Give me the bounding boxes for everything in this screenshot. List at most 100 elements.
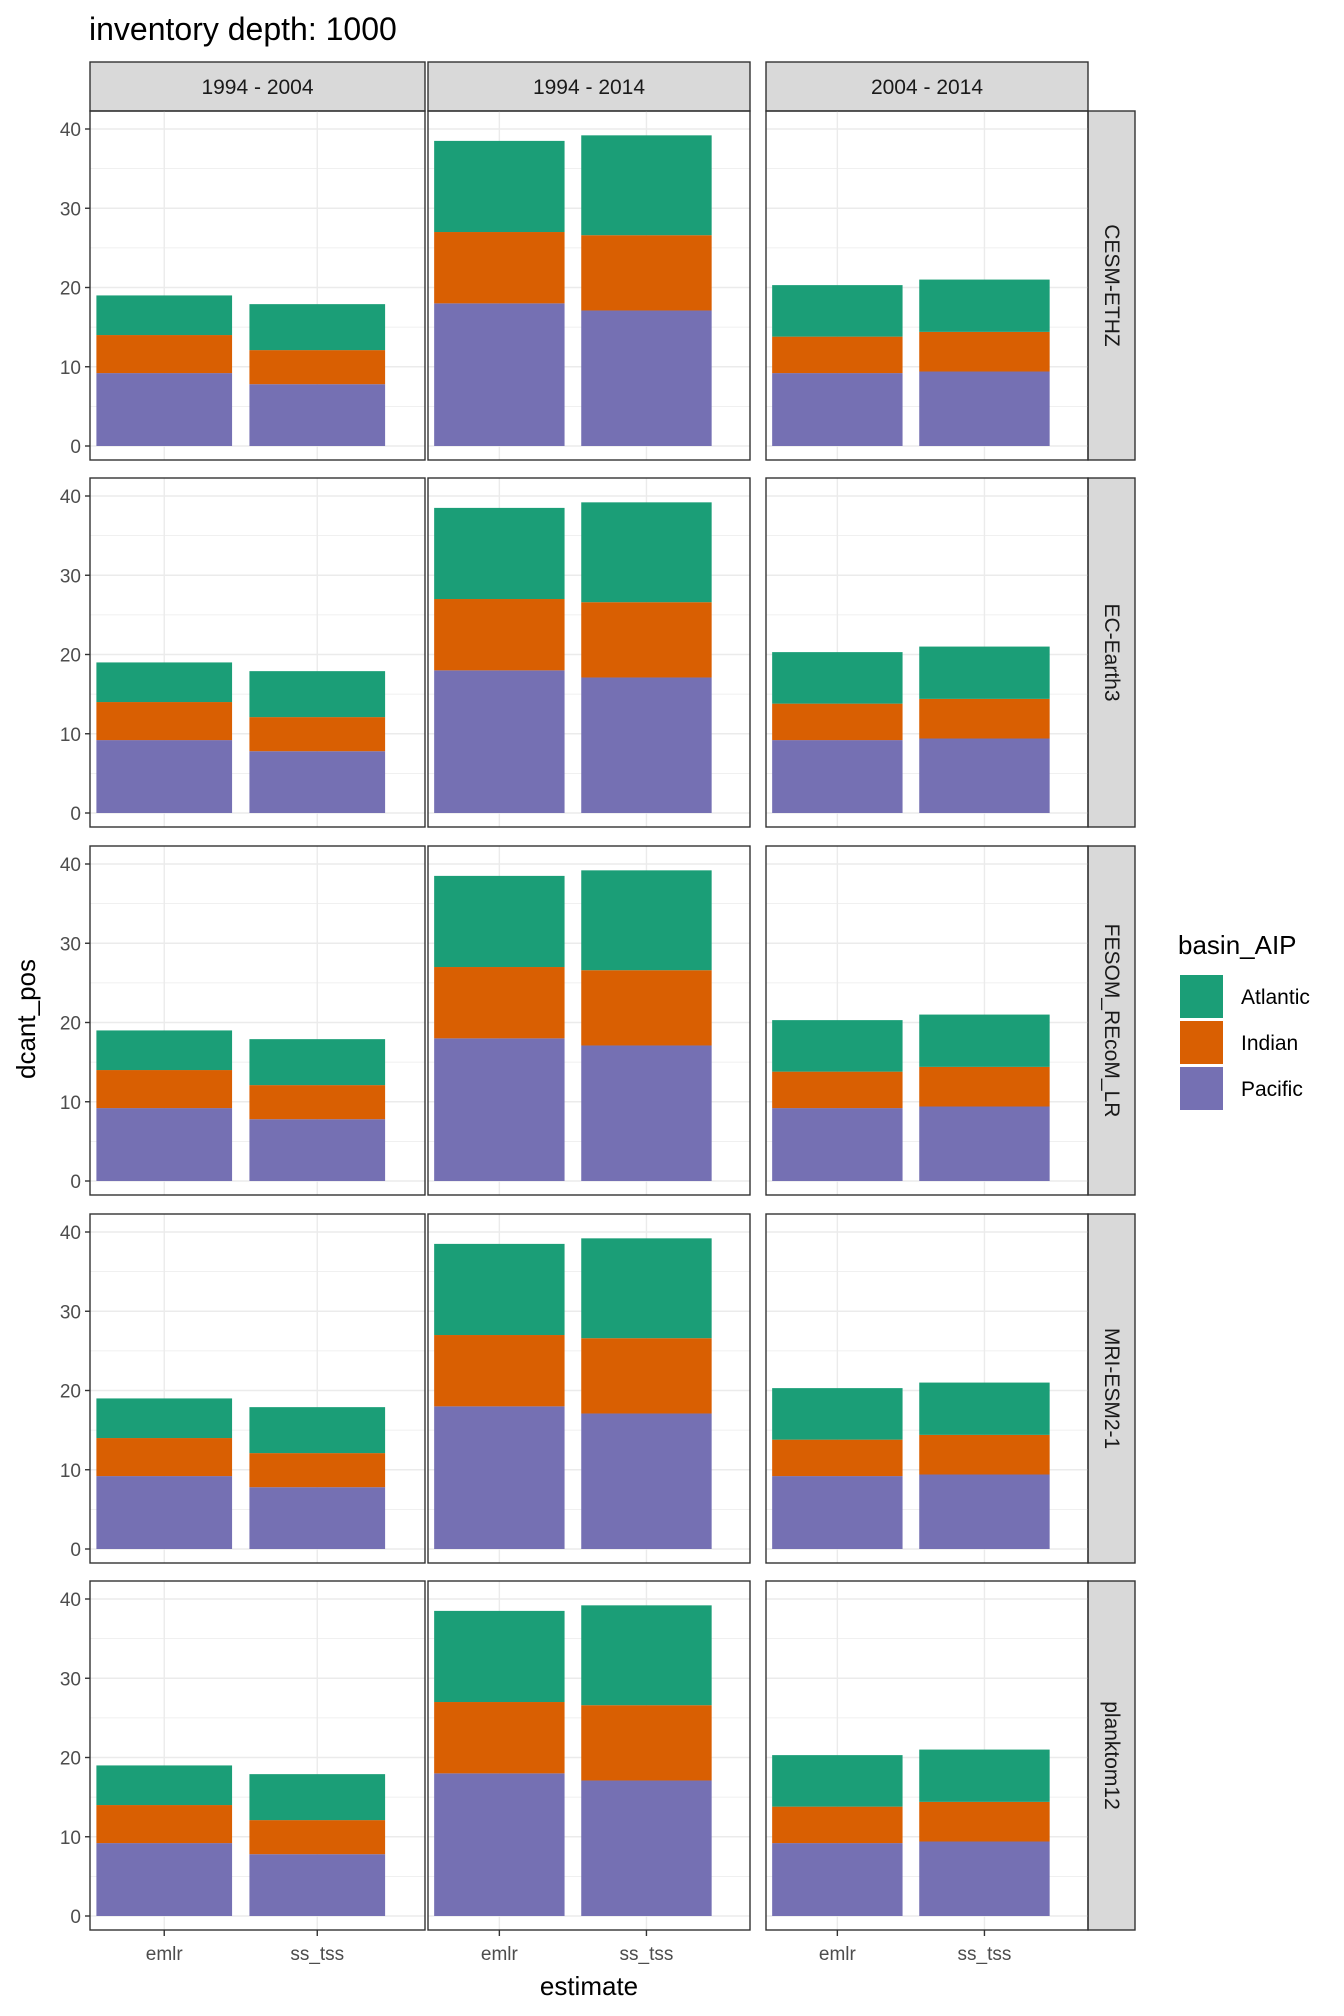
bar-segment-pacific-emlr	[96, 740, 233, 813]
bar-segment-atlantic-emlr	[772, 1388, 903, 1440]
bar-segment-pacific-emlr	[96, 1108, 233, 1181]
panel-fesom-recom-lr-2004-2014	[765, 845, 1089, 1196]
bar-segment-indian-ss-tss	[919, 1066, 1050, 1107]
y-tick-label: 0	[70, 1907, 81, 1928]
panel-border	[765, 477, 1089, 828]
panel-border	[765, 845, 1089, 1196]
bar-segment-pacific-emlr	[96, 1843, 233, 1916]
bar-segment-atlantic-ss-tss	[581, 1605, 712, 1706]
panel-border	[765, 1580, 1089, 1931]
panel-fesom-recom-lr-1994-2004	[89, 845, 426, 1196]
y-tick-label: 20	[60, 1749, 81, 1770]
panel-planktom12-1994-2004	[89, 1580, 426, 1931]
bar-segment-atlantic-ss-tss	[249, 304, 386, 351]
bar-segment-atlantic-emlr	[96, 295, 233, 336]
bar-segment-atlantic-ss-tss	[581, 1238, 712, 1339]
bar-segment-indian-ss-tss	[581, 235, 712, 311]
y-tick-label: 30	[60, 1669, 81, 1690]
bar-segment-atlantic-ss-tss	[919, 1014, 1050, 1067]
panel-ec-earth3-1994-2014	[427, 477, 751, 828]
bar-segment-atlantic-emlr	[96, 1765, 233, 1806]
bar-segment-pacific-ss-tss	[919, 1474, 1050, 1549]
bar-segment-atlantic-ss-tss	[249, 1407, 386, 1454]
y-tick-label: 40	[60, 120, 81, 141]
bar-segment-indian-emlr	[96, 1438, 233, 1477]
panel-border	[427, 1213, 751, 1564]
bar-segment-atlantic-emlr	[772, 285, 903, 337]
facet-strip-label-2004-2014: 2004 - 2014	[871, 76, 983, 99]
legend-title: basin_AIP	[1178, 930, 1297, 960]
bar-segment-atlantic-ss-tss	[919, 279, 1050, 332]
bar-segment-indian-ss-tss	[249, 717, 386, 752]
bar-segment-atlantic-emlr	[772, 1755, 903, 1807]
legend-key-pacific	[1180, 1067, 1223, 1110]
bar-segment-atlantic-ss-tss	[249, 1039, 386, 1086]
bar-segment-pacific-ss-tss	[919, 1106, 1050, 1181]
bar-segment-pacific-ss-tss	[581, 1413, 712, 1549]
bar-segment-atlantic-emlr	[434, 1610, 565, 1703]
bar-segment-indian-ss-tss	[919, 698, 1050, 739]
bar-segment-pacific-emlr	[434, 1406, 565, 1549]
bar-segment-indian-emlr	[96, 335, 233, 374]
bar-segment-indian-emlr	[434, 967, 565, 1039]
x-tick-label: ss_tss	[958, 1944, 1012, 1965]
bar-segment-pacific-ss-tss	[919, 1841, 1050, 1916]
bar-segment-atlantic-ss-tss	[919, 646, 1050, 699]
bar-segment-atlantic-ss-tss	[919, 1382, 1050, 1435]
panel-ec-earth3-1994-2004	[89, 477, 426, 828]
panel-ec-earth3-2004-2014	[765, 477, 1089, 828]
bar-segment-indian-ss-tss	[581, 1705, 712, 1781]
bar-segment-indian-emlr	[772, 1439, 903, 1477]
panel-cesm-ethz-2004-2014	[765, 110, 1089, 461]
bar-segment-atlantic-emlr	[96, 662, 233, 703]
facet-strip-planktom12	[1087, 1580, 1136, 1931]
bar-segment-pacific-emlr	[772, 1108, 903, 1181]
bar-segment-pacific-emlr	[772, 1843, 903, 1916]
panel-mri-esm2-1-2004-2014	[765, 1213, 1089, 1564]
bar-segment-indian-ss-tss	[581, 970, 712, 1046]
facet-panels: 1994 - 2004 1994 - 2014 2004 - 2014 CESM-ET…	[89, 61, 1136, 1931]
bar-segment-pacific-emlr	[772, 740, 903, 813]
facet-strip-label-1994-2014: 1994 - 2014	[533, 76, 645, 99]
legend-label-indian: Indian	[1241, 1032, 1298, 1055]
bar-segment-pacific-emlr	[434, 303, 565, 446]
y-tick-label: 10	[60, 1093, 81, 1114]
facet-strip-mri-esm2-1	[1087, 1213, 1136, 1564]
facet-strip-fesom-recom-lr	[1087, 845, 1136, 1196]
panel-border	[89, 845, 426, 1196]
bar-segment-pacific-ss-tss	[249, 1854, 386, 1916]
panel-border	[427, 477, 751, 828]
chart-title: inventory depth: 1000	[89, 11, 397, 47]
legend: basin_AIP Atlantic Indian Pacific	[1178, 930, 1310, 1110]
bar-segment-pacific-emlr	[434, 1773, 565, 1916]
x-tick-label: emlr	[819, 1944, 857, 1965]
y-tick-label: 30	[60, 934, 81, 955]
y-tick-label: 40	[60, 1223, 81, 1244]
facet-strip-label-planktom12: planktom12	[1100, 1701, 1123, 1810]
axes-layer: 0 10 20 30 40 0 10 20 30 40 0 10 20 30 40 0 10 20 30 40 0 10 2…	[60, 120, 1012, 1965]
y-tick-label: 30	[60, 1302, 81, 1323]
bar-segment-pacific-emlr	[772, 373, 903, 446]
bar-segment-atlantic-emlr	[434, 875, 565, 968]
y-tick-label: 30	[60, 566, 81, 587]
facet-strip-label-1994-2004: 1994 - 2004	[201, 76, 313, 99]
facet-strip-label-cesm-ethz: CESM-ETHZ	[1100, 224, 1123, 347]
bar-segment-indian-ss-tss	[919, 331, 1050, 372]
x-axis-title: estimate	[540, 1971, 638, 2001]
panel-border	[427, 110, 751, 461]
legend-label-pacific: Pacific	[1241, 1078, 1303, 1101]
bar-segment-indian-emlr	[96, 1805, 233, 1844]
legend-label-atlantic: Atlantic	[1241, 986, 1310, 1009]
bar-segment-atlantic-ss-tss	[581, 870, 712, 971]
y-tick-label: 40	[60, 487, 81, 508]
panel-border	[765, 1213, 1089, 1564]
bar-segment-pacific-emlr	[772, 1476, 903, 1549]
y-tick-label: 0	[70, 437, 81, 458]
y-tick-label: 20	[60, 1014, 81, 1035]
y-tick-label: 20	[60, 646, 81, 667]
facet-strip-ec-earth3	[1087, 477, 1136, 828]
x-tick-label: ss_tss	[620, 1944, 674, 1965]
bar-segment-atlantic-ss-tss	[249, 1774, 386, 1821]
bar-segment-indian-ss-tss	[581, 602, 712, 678]
